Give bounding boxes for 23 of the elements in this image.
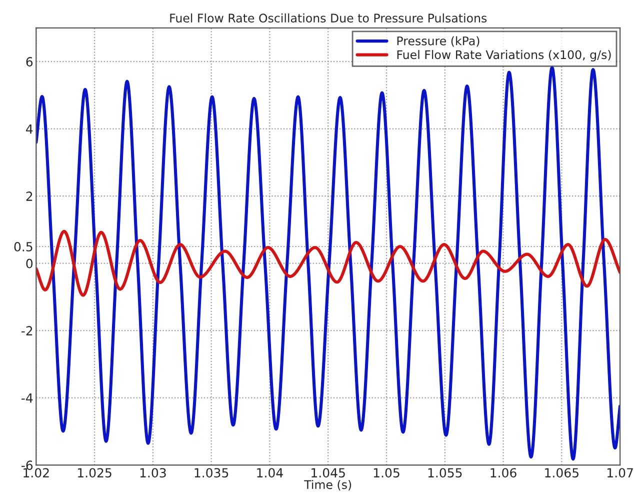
x-tick-label: 1.065	[545, 468, 578, 478]
y-tick-label: -2	[22, 326, 32, 336]
x-tick-label: 1.035	[194, 468, 228, 478]
x-axis-title: Time (s)	[304, 480, 352, 490]
y-tick-label: 6	[26, 57, 33, 66]
x-tick-label: 1.06	[490, 468, 516, 478]
x-tick-label: 1.025	[78, 468, 112, 478]
y-tick-label: 0.5	[14, 242, 32, 252]
x-tick-label: 1.03	[140, 468, 166, 478]
legend-label: Pressure (kPa)	[397, 36, 480, 47]
legend-label: Fuel Flow Rate Variations (x100, g/s)	[397, 50, 611, 62]
x-tick-label: 1.02	[24, 468, 49, 478]
y-tick-label: 2	[26, 192, 32, 201]
y-tick-label: 4	[26, 124, 33, 134]
x-tick-label: 1.05	[374, 468, 400, 478]
y-tick-label: 0	[26, 258, 33, 268]
x-tick-label: 1.04	[257, 468, 283, 478]
y-tick-label: -4	[22, 393, 33, 403]
y-tick-label: -6	[22, 460, 33, 470]
x-tick-label: 1.045	[312, 468, 345, 478]
chart-title: Fuel Flow Rate Oscillations Due to Pressure Pulsations	[170, 13, 487, 23]
x-tick-label: 1.055	[428, 468, 462, 478]
x-tick-label: 1.07	[608, 468, 633, 478]
